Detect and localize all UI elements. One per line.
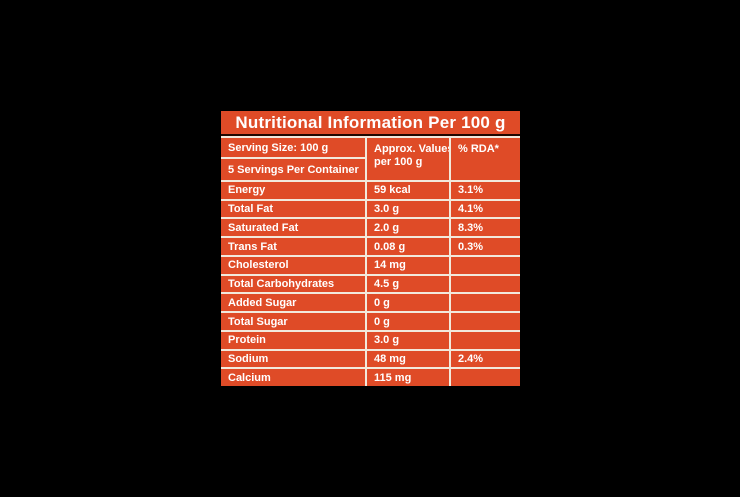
nutrient-name-cell: Cholesterol <box>221 256 367 274</box>
servings-per-container-cell: 5 Servings Per Container <box>221 159 367 180</box>
nutrient-name-cell: Trans Fat <box>221 238 367 255</box>
nutrient-rda-cell <box>451 257 520 274</box>
nutrient-name-cell: Calcium <box>221 369 367 387</box>
table-header: Serving Size: 100 g 5 Servings Per Conta… <box>221 136 520 180</box>
table-row-trans-fat: Trans Fat 0.08 g 0.3% <box>221 236 520 255</box>
nutrient-value-cell: 3.0 g <box>367 331 451 349</box>
table-row-total-sugar: Total Sugar 0 g <box>221 311 520 330</box>
nutrient-name-cell: Sodium <box>221 350 367 368</box>
serving-size-cell: Serving Size: 100 g <box>221 138 367 159</box>
nutrient-name-cell: Energy <box>221 182 367 199</box>
table-body: Energy 59 kcal 3.1% Total Fat 3.0 g 4.1%… <box>221 180 520 387</box>
nutrition-information-table: Nutritional Information Per 100 g Servin… <box>221 111 520 387</box>
table-row-saturated-fat: Saturated Fat 2.0 g 8.3% <box>221 217 520 237</box>
nutrient-rda-cell: 8.3% <box>458 221 484 234</box>
approx-values-line2: per 100 g <box>374 156 423 168</box>
nutrient-rda-cell: 0.3% <box>458 240 484 253</box>
nutrient-value-cell: 4.5 g <box>367 275 451 293</box>
nutrient-rda-cell: 4.1% <box>458 203 484 216</box>
nutrient-value-cell: 48 mg <box>367 350 451 368</box>
nutrient-value-cell: 0.08 g <box>367 238 451 255</box>
nutrient-name-cell: Total Carbohydrates <box>221 275 367 293</box>
nutrient-name-cell: Total Sugar <box>221 313 367 330</box>
nutrient-rda-cell <box>451 313 520 330</box>
table-row-added-sugar: Added Sugar 0 g <box>221 292 520 312</box>
nutrient-value-cell: 2.0 g <box>367 219 451 237</box>
table-row-calcium: Calcium 115 mg <box>221 367 520 387</box>
nutrient-value-cell: 115 mg <box>367 369 451 387</box>
nutrient-rda-cell: 2.4% <box>458 352 484 365</box>
nutrient-name-cell: Total Fat <box>221 200 367 218</box>
table-row-energy: Energy 59 kcal 3.1% <box>221 180 520 199</box>
nutrient-name-cell: Saturated Fat <box>221 219 367 237</box>
table-row-sodium: Sodium 48 mg 2.4% <box>221 348 520 368</box>
nutrient-value-cell: 59 kcal <box>367 182 451 199</box>
nutrient-value-cell: 0 g <box>367 294 451 312</box>
approx-values-column-header: Approx. Values per 100 g <box>367 138 451 180</box>
nutrient-value-cell: 14 mg <box>367 256 451 274</box>
approx-values-line1: Approx. Values <box>374 143 451 155</box>
table-title: Nutritional Information Per 100 g <box>221 111 520 136</box>
nutrient-rda-cell <box>451 369 520 386</box>
rda-column-header: % RDA* <box>458 143 499 155</box>
table-row-cholesterol: Cholesterol 14 mg <box>221 254 520 274</box>
nutrient-rda-cell <box>451 332 520 349</box>
nutrient-rda-cell <box>451 294 520 311</box>
table-row-total-fat: Total Fat 3.0 g 4.1% <box>221 198 520 218</box>
nutrient-name-cell: Protein <box>221 331 367 349</box>
nutrient-name-cell: Added Sugar <box>221 294 367 312</box>
nutrient-value-cell: 3.0 g <box>367 200 451 218</box>
table-row-protein: Protein 3.0 g <box>221 329 520 349</box>
table-row-total-carbohydrates: Total Carbohydrates 4.5 g <box>221 273 520 293</box>
nutrient-rda-cell: 3.1% <box>458 184 484 197</box>
nutrient-value-cell: 0 g <box>367 313 451 330</box>
nutrient-rda-cell <box>451 276 520 293</box>
